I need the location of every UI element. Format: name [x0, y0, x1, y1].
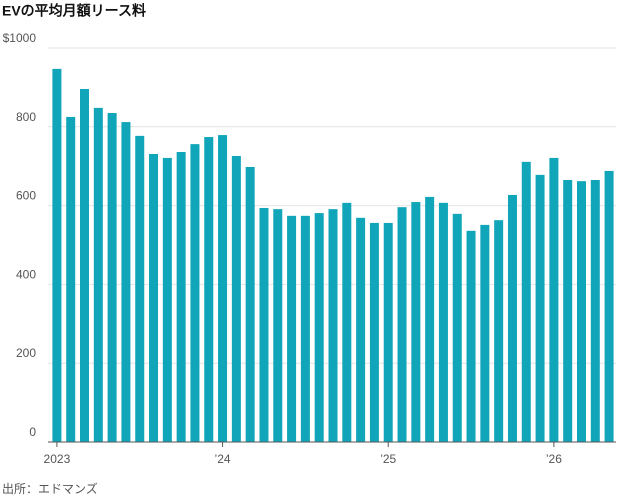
- bar: [411, 202, 421, 442]
- bar: [107, 113, 117, 442]
- source: 出所：エドマンズ: [2, 481, 98, 496]
- y-tick-label: $1000: [3, 31, 37, 45]
- bar: [259, 207, 269, 442]
- bar: [80, 88, 90, 442]
- bar: [356, 217, 366, 442]
- bar: [480, 224, 490, 442]
- bar: [549, 157, 559, 442]
- bar: [342, 202, 352, 442]
- bar: [121, 122, 131, 443]
- bar: [576, 181, 586, 442]
- bar: [273, 209, 283, 442]
- bar: [66, 116, 76, 442]
- bar: [438, 202, 448, 442]
- bar: [231, 155, 241, 442]
- bar: [176, 152, 186, 443]
- x-tick-label: ’24: [215, 452, 231, 466]
- bar: [300, 215, 310, 442]
- bar: [218, 135, 228, 442]
- bar: [494, 220, 504, 442]
- bar: [466, 230, 476, 442]
- bar: [245, 166, 255, 442]
- bar: [397, 207, 407, 442]
- bar: [369, 222, 379, 442]
- bar: [328, 209, 338, 442]
- bar: [149, 153, 159, 442]
- y-tick-label: 800: [16, 110, 36, 124]
- bar: [590, 179, 600, 443]
- y-tick-label: 0: [29, 425, 36, 439]
- x-tick-label: ’26: [546, 452, 562, 466]
- bar: [52, 68, 62, 442]
- x-tick-label: ’25: [380, 452, 396, 466]
- bar: [507, 194, 517, 442]
- bar: [190, 144, 200, 443]
- bar: [521, 161, 531, 442]
- bar: [452, 213, 462, 442]
- bar: [314, 213, 324, 442]
- bar: [93, 107, 103, 442]
- bar: [604, 170, 614, 443]
- bar: [425, 196, 435, 442]
- bar: [563, 179, 573, 443]
- chart-title: EVの平均月額リース料: [2, 3, 146, 19]
- bar: [383, 222, 393, 442]
- bar: [204, 137, 214, 442]
- y-tick-label: 400: [16, 267, 36, 281]
- bar: [162, 157, 172, 442]
- bar: [287, 215, 297, 442]
- bar: [135, 135, 145, 442]
- y-tick-label: 600: [16, 189, 36, 203]
- bar: [535, 174, 545, 443]
- y-tick-label: 200: [16, 346, 36, 360]
- x-tick-label: 2023: [44, 452, 71, 466]
